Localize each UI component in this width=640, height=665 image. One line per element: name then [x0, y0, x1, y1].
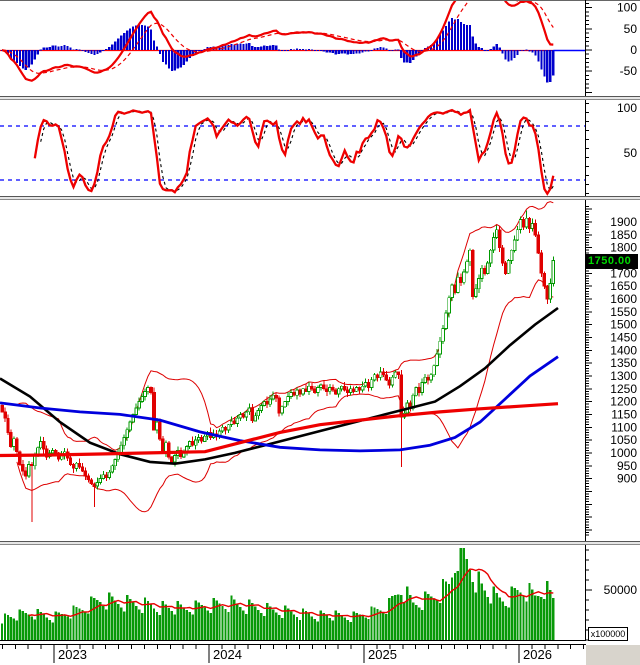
- panel-splitter-macd[interactable]: [0, 96, 640, 100]
- x-axis-year-label: 2026: [523, 647, 552, 662]
- svg-text:1900: 1900: [610, 215, 637, 229]
- volume-multiplier-label: x100000: [588, 627, 628, 641]
- svg-text:1200: 1200: [610, 395, 637, 409]
- price-axis-strip[interactable]: [585, 0, 640, 641]
- time-axis-strip[interactable]: [0, 641, 585, 665]
- svg-text:100: 100: [617, 101, 637, 115]
- stochastic-d-line: [40, 110, 554, 192]
- svg-text:1350: 1350: [610, 356, 637, 370]
- stochastic-panel[interactable]: [0, 100, 585, 196]
- panel-borders: [0, 0, 640, 641]
- svg-text:1550: 1550: [610, 305, 637, 319]
- svg-text:1050: 1050: [610, 433, 637, 447]
- x-axis-year-label: 2024: [213, 647, 242, 662]
- svg-text:1500: 1500: [610, 318, 637, 332]
- svg-text:100: 100: [617, 1, 637, 15]
- macd-panel[interactable]: [0, 0, 585, 96]
- svg-text:950: 950: [617, 459, 637, 473]
- svg-text:1800: 1800: [610, 241, 637, 255]
- x-axis-year-label: 2023: [58, 647, 87, 662]
- svg-text:1450: 1450: [610, 330, 637, 344]
- svg-text:1250: 1250: [610, 382, 637, 396]
- svg-text:900: 900: [617, 472, 637, 486]
- svg-text:1300: 1300: [610, 369, 637, 383]
- svg-text:1700: 1700: [610, 266, 637, 280]
- macd-signal-line: [1, 1, 554, 74]
- ma-mid-line: [0, 355, 559, 453]
- x-axis: 2023 2024 2025 2026: [0, 644, 586, 663]
- bollinger-bands: [16, 201, 554, 513]
- ma-slow-line: [0, 402, 559, 458]
- stochastic-k-line: [33, 108, 555, 196]
- svg-text:50: 50: [624, 146, 638, 160]
- price-panel[interactable]: [0, 200, 585, 541]
- volume-bars: [0, 548, 555, 641]
- svg-text:1000: 1000: [610, 446, 637, 460]
- panel-splitter-stochastic[interactable]: [0, 196, 640, 200]
- macd-line: [1, 1, 554, 82]
- last-price-marker: 1750.00: [585, 254, 638, 269]
- ma-fast-line: [0, 306, 559, 466]
- x-axis-year-label: 2025: [368, 647, 397, 662]
- volume-panel[interactable]: [0, 545, 585, 641]
- svg-text:1150: 1150: [611, 407, 637, 421]
- svg-text:1850: 1850: [610, 228, 637, 242]
- svg-text:50000: 50000: [604, 583, 638, 597]
- svg-text:1600: 1600: [610, 292, 637, 306]
- panel-splitter-volume[interactable]: [0, 541, 640, 545]
- svg-text:1650: 1650: [610, 279, 637, 293]
- svg-text:-50: -50: [620, 64, 638, 78]
- y-axis: 100500-501005019001850180017501700165016…: [585, 0, 638, 641]
- svg-text:1100: 1100: [611, 420, 637, 434]
- scrollbar-corner: [586, 645, 640, 665]
- svg-text:1400: 1400: [610, 343, 637, 357]
- svg-text:0: 0: [630, 43, 637, 57]
- volume-ma-line: [28, 568, 554, 618]
- svg-text:50: 50: [624, 22, 638, 36]
